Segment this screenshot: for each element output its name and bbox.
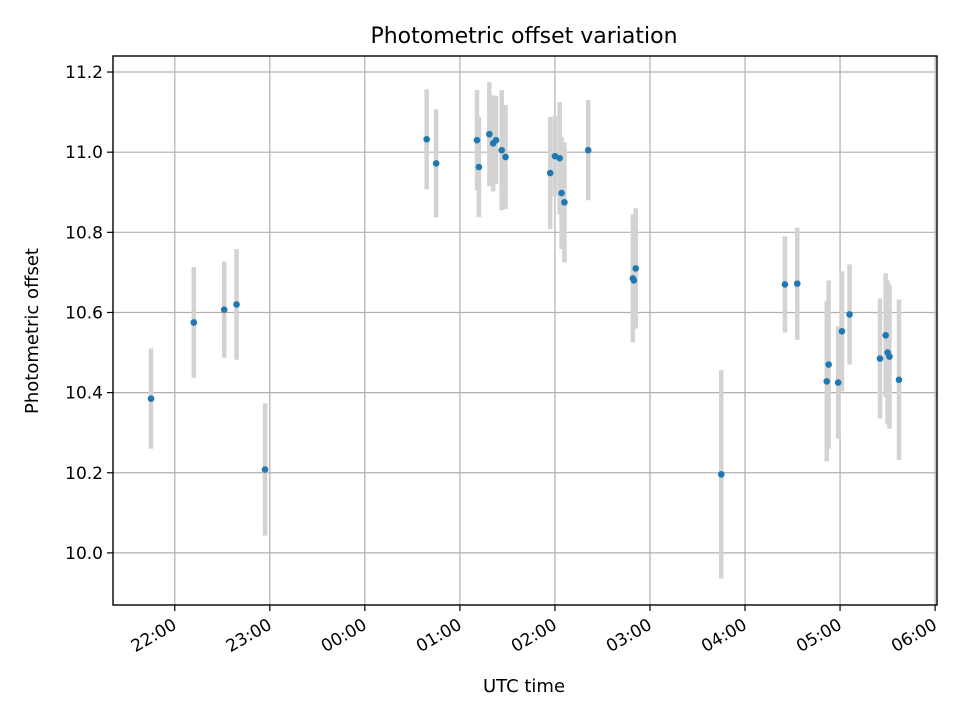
data-point xyxy=(838,328,846,335)
y-tick-label: 10.0 xyxy=(65,544,103,564)
data-point xyxy=(882,332,889,339)
data-point xyxy=(846,311,853,318)
y-axis-ticks: 10.0 10.2 10.4 10.6 10.8 11.0 11.2 xyxy=(65,63,113,564)
chart-title: Photometric offset variation xyxy=(370,24,677,49)
y-tick-label: 10.6 xyxy=(65,303,103,323)
y-tick-label: 11.2 xyxy=(65,63,103,83)
x-tick-label: 05:00 xyxy=(793,615,845,657)
y-axis-label: Photometric offset xyxy=(22,248,43,414)
data-point xyxy=(498,146,506,154)
x-tick-label: 02:00 xyxy=(508,615,560,657)
data-point xyxy=(630,277,638,284)
data-point xyxy=(632,265,640,272)
data-point xyxy=(492,136,500,144)
data-point xyxy=(147,395,155,402)
data-point xyxy=(781,281,789,288)
x-axis-ticks: 22:00 23:00 00:00 01:00 02:00 03:00 04:00 05:00… xyxy=(128,605,941,657)
data-point xyxy=(823,378,831,385)
y-tick-label: 10.2 xyxy=(65,464,103,484)
data-point xyxy=(556,154,563,162)
grid-layer xyxy=(113,56,937,605)
x-tick-label: 04:00 xyxy=(698,615,750,657)
y-tick-label: 11.0 xyxy=(65,143,103,163)
x-tick-label: 22:00 xyxy=(128,615,180,657)
data-point xyxy=(261,466,269,473)
data-point xyxy=(876,355,884,362)
data-point xyxy=(546,169,554,177)
data-point xyxy=(834,379,842,386)
data-point xyxy=(423,136,430,143)
x-tick-label: 00:00 xyxy=(318,615,370,657)
data-point xyxy=(432,160,440,167)
errorbar-layer xyxy=(148,82,902,579)
data-point xyxy=(584,146,592,154)
data-point xyxy=(793,280,801,287)
x-tick-label: 06:00 xyxy=(888,615,940,657)
data-point xyxy=(717,471,725,478)
y-tick-label: 10.4 xyxy=(65,384,103,404)
data-point xyxy=(190,319,198,326)
data-point xyxy=(486,130,493,138)
x-axis-label: UTC time xyxy=(483,676,565,697)
x-tick-label: 03:00 xyxy=(603,615,655,657)
data-point xyxy=(473,136,481,144)
plot-frame xyxy=(112,55,938,606)
x-tick-label: 01:00 xyxy=(413,615,465,657)
point-layer xyxy=(147,130,903,478)
data-point xyxy=(825,361,832,368)
data-point xyxy=(886,353,893,360)
data-point xyxy=(502,153,509,161)
data-point xyxy=(558,189,565,197)
data-point xyxy=(233,301,240,308)
data-point xyxy=(895,376,903,384)
y-tick-label: 10.8 xyxy=(65,223,103,243)
x-tick-label: 23:00 xyxy=(223,615,275,657)
data-point xyxy=(475,163,483,171)
data-point xyxy=(220,306,228,313)
data-point xyxy=(561,198,568,206)
